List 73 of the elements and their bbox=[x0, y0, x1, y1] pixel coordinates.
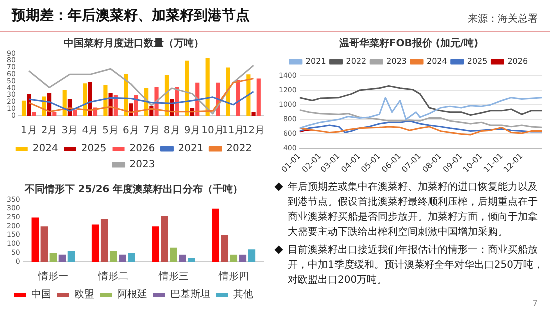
bar bbox=[252, 112, 256, 116]
legend-label: 2023 bbox=[386, 57, 407, 66]
bar bbox=[22, 100, 26, 116]
legend-label: 2024 bbox=[427, 57, 448, 66]
legend-label: 2022 bbox=[226, 144, 252, 155]
bar bbox=[221, 235, 229, 262]
bar bbox=[239, 254, 247, 262]
legend-label: 2021 bbox=[178, 144, 204, 155]
bar bbox=[212, 208, 220, 262]
bar bbox=[246, 74, 251, 116]
source-note: 来源：海关总署 bbox=[468, 12, 538, 26]
bar bbox=[83, 84, 88, 116]
bar bbox=[256, 78, 261, 116]
chart-title: 温哥华菜籽FOB报价 (加元/吨) bbox=[338, 38, 479, 50]
x-tick-label: 情形二 bbox=[98, 270, 129, 283]
bar bbox=[128, 253, 136, 262]
x-tick-label: 11月 bbox=[222, 126, 245, 137]
legend-label: 2026 bbox=[130, 144, 156, 155]
chart-title: 中国菜籽月度进口数量（万吨） bbox=[64, 38, 204, 50]
x-tick-label: 5月 bbox=[102, 126, 120, 137]
bar bbox=[152, 226, 160, 262]
bar bbox=[206, 58, 210, 116]
bar bbox=[100, 219, 108, 262]
bar bbox=[119, 254, 126, 262]
x-tick-label: 情形一 bbox=[37, 270, 68, 283]
bar bbox=[248, 250, 256, 262]
bar bbox=[185, 60, 190, 116]
x-tick-label: 3月 bbox=[62, 126, 78, 137]
bar bbox=[92, 224, 100, 262]
bar bbox=[161, 216, 168, 262]
legend-label: 欧盟 bbox=[74, 288, 94, 301]
bar bbox=[110, 251, 118, 262]
legend-label: 2024 bbox=[32, 144, 58, 155]
legend-label: 巴基斯坦 bbox=[170, 288, 210, 301]
chart-title: 不同情形下 25/26 年度澳菜籽出口分布（千吨） bbox=[24, 184, 244, 196]
bar bbox=[68, 251, 76, 262]
bar bbox=[170, 248, 178, 262]
x-tick-label: 2月 bbox=[41, 126, 58, 137]
x-tick-label: 1月 bbox=[20, 126, 38, 137]
bar bbox=[32, 218, 40, 262]
bar bbox=[62, 90, 67, 116]
x-tick-label: 4月 bbox=[82, 126, 99, 137]
legend-label: 中国 bbox=[32, 288, 52, 301]
bar bbox=[73, 110, 78, 116]
bar bbox=[188, 258, 196, 262]
bar bbox=[179, 254, 186, 262]
legend-label: 阿根廷 bbox=[118, 288, 148, 301]
x-tick-label: 情形三 bbox=[158, 270, 189, 283]
bar bbox=[27, 94, 32, 116]
legend-label: 其他 bbox=[234, 288, 254, 301]
bar bbox=[50, 253, 58, 262]
legend-label: 2022 bbox=[346, 57, 367, 66]
legend-label: 2023 bbox=[130, 160, 156, 171]
x-tick-label: 12月 bbox=[242, 126, 266, 137]
x-tick-label: 10月 bbox=[202, 126, 224, 137]
text: 目前澳菜籽出口接近我们年报估计的情形一：商业买船放开，中加1季度缓和。预计澳菜籽全年对华出口250万吨，对欧盟出口200万吨。 bbox=[288, 244, 544, 288]
legend-label: 2021 bbox=[306, 57, 326, 66]
bar bbox=[52, 112, 57, 116]
x-tick-label: 情形四 bbox=[218, 270, 249, 283]
x-tick-label: 9月 bbox=[184, 126, 201, 137]
x-tick-label: 7月 bbox=[143, 126, 160, 137]
bar bbox=[58, 254, 66, 262]
x-tick-label: 8月 bbox=[164, 126, 180, 137]
text: 年后预期差或集中在澳菜籽、加菜籽的进口恢复能力以及到港节点。假设首批澳菜籽最终顺利压榨，后期重点在于商业澳菜籽买船是否同步放开。加菜籽方面，倾向于加拿大需要主动下跌给出榨利空间刺激中国增加采购。 bbox=[288, 180, 539, 240]
legend-label: 2026 bbox=[508, 57, 528, 66]
text: 7 bbox=[532, 299, 538, 308]
x-tick-label: 6月 bbox=[123, 126, 140, 137]
bar bbox=[230, 254, 238, 262]
bar bbox=[40, 226, 48, 262]
bar bbox=[32, 112, 36, 116]
legend-label: 2025 bbox=[81, 144, 107, 155]
text: 预期差：年后澳菜籽、加菜籽到港节点 bbox=[12, 7, 250, 25]
legend-label: 2025 bbox=[467, 57, 488, 66]
